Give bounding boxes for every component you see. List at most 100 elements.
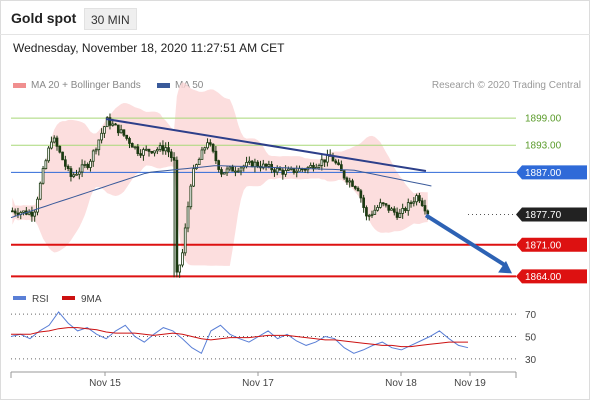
candle	[139, 149, 142, 158]
candle	[351, 178, 354, 187]
candle-body	[192, 168, 195, 187]
candle-body	[379, 202, 382, 208]
candle-body	[66, 165, 70, 169]
candle	[412, 197, 416, 207]
candle	[236, 167, 240, 173]
candle-body	[225, 168, 229, 174]
candle	[423, 199, 427, 215]
candle-body	[108, 117, 112, 126]
candle-body	[52, 137, 56, 143]
candle-body	[387, 204, 391, 211]
candle-body	[27, 211, 31, 215]
candle	[11, 207, 14, 213]
candle-body	[376, 207, 379, 211]
candle-body	[103, 126, 106, 134]
candle	[66, 164, 70, 172]
candle	[214, 145, 218, 165]
candle-body	[390, 208, 393, 211]
rsi-ma-line	[11, 327, 468, 348]
timestamp: Wednesday, November 18, 2020 11:27:51 AM…	[13, 41, 285, 55]
price-label-1871.00: 1871.00	[525, 240, 562, 251]
candle	[284, 165, 287, 177]
timeframe-badge[interactable]: 30 MIN	[84, 8, 137, 30]
candle	[334, 158, 338, 165]
candle	[228, 166, 232, 172]
candle-body	[64, 159, 67, 167]
candle-body	[331, 155, 335, 162]
candle-body	[211, 143, 215, 152]
candle	[415, 193, 418, 206]
candle-body	[36, 198, 39, 213]
candle	[381, 202, 385, 207]
rsi-legend-swatch	[13, 296, 26, 300]
candle	[342, 170, 346, 180]
candle-body	[114, 123, 117, 126]
x-tick-label: Nov 17	[242, 378, 274, 389]
candle-body	[250, 160, 254, 168]
candle-body	[122, 129, 126, 136]
candle	[105, 116, 109, 128]
bollinger-bands	[12, 82, 428, 266]
candle	[384, 203, 388, 208]
candle	[50, 136, 53, 150]
candle	[64, 155, 67, 171]
candle-body	[128, 138, 131, 144]
candle-body	[303, 168, 307, 171]
candle-body	[281, 169, 285, 175]
candle-body	[236, 170, 240, 173]
candle-body	[206, 142, 209, 149]
candle	[128, 136, 131, 149]
candle	[189, 183, 193, 210]
x-tick-label: Nov 19	[454, 378, 486, 389]
candle-body	[292, 167, 296, 173]
candle	[359, 188, 363, 203]
candle-body	[50, 141, 53, 149]
candle-body	[77, 171, 81, 175]
candle-body	[381, 202, 385, 205]
price-label-box-1887.00	[516, 165, 587, 180]
candle	[178, 264, 182, 278]
candle	[406, 198, 410, 216]
candle-body	[156, 149, 159, 152]
candle	[91, 149, 95, 167]
candle-body	[273, 169, 276, 173]
candle-body	[398, 213, 402, 218]
candle	[13, 208, 17, 217]
candle	[373, 205, 377, 215]
candle	[175, 156, 179, 278]
candle-body	[348, 180, 352, 183]
candle	[61, 151, 64, 161]
candle-body	[91, 150, 95, 162]
candle	[38, 181, 42, 201]
candle	[125, 134, 129, 141]
candle	[122, 129, 126, 137]
candle	[89, 158, 92, 172]
candle-body	[208, 142, 212, 145]
candle	[387, 204, 391, 213]
candle	[348, 177, 352, 188]
candle-body	[142, 149, 145, 156]
candle	[164, 142, 168, 155]
candle	[97, 139, 101, 156]
candle	[103, 125, 106, 138]
candle-body	[164, 147, 168, 152]
candle-body	[365, 207, 368, 217]
candle	[295, 165, 299, 178]
candle-body	[72, 174, 76, 177]
candle-body	[362, 197, 365, 208]
candles	[11, 113, 430, 278]
candle	[195, 163, 198, 170]
candle	[47, 145, 50, 163]
candle-body	[267, 164, 271, 167]
candle-body	[11, 210, 14, 213]
candle	[100, 128, 103, 144]
candle-body	[317, 164, 321, 168]
candle-body	[404, 207, 407, 212]
header-divider	[0, 34, 590, 35]
candle-body	[30, 211, 34, 217]
candle	[390, 206, 393, 211]
candle-body	[139, 153, 142, 156]
candle	[320, 154, 324, 171]
candle-body	[38, 182, 42, 200]
